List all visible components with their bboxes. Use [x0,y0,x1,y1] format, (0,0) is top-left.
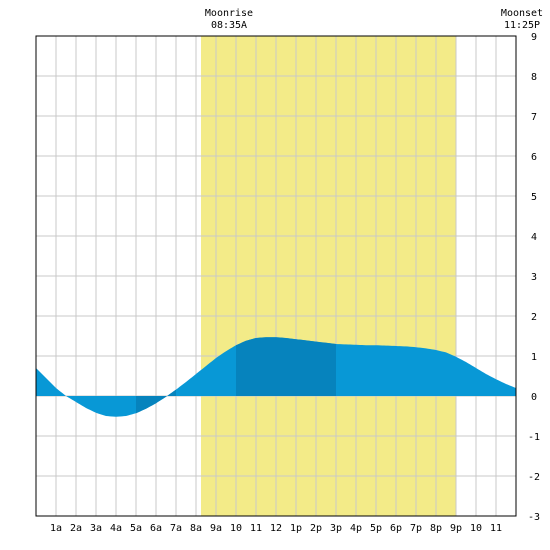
x-tick-label: 1a [50,523,62,534]
y-tick-labels: 9 8 7 6 5 4 3 2 1 0 -1 -2 -3 [528,32,540,523]
x-tick-label: 7p [410,523,422,534]
x-tick-label: 10 [230,523,242,534]
moonrise-label: Moonrise [205,8,253,19]
x-tick-label: 6a [150,523,162,534]
plot-border [35,35,517,517]
x-tick-label: 4p [350,523,362,534]
tide-area-layer [36,337,516,417]
y-tick-label: -2 [528,472,540,483]
x-tick-label: 12 [270,523,282,534]
moonset-label: Moonset [501,8,543,19]
y-tick-label: -1 [528,432,540,443]
y-tick-label: 4 [531,232,537,243]
x-tick-labels: 1a 2a 3a 4a 5a 6a 7a 8a 9a 10 11 12 1p 2p 3p 4p 5p 6p 7p 8p… [50,523,502,534]
x-tick-label: 3p [330,523,342,534]
grid-layer [35,35,517,517]
x-tick-label: 8p [430,523,442,534]
x-tick-label: 9p [450,523,462,534]
x-tick-label: 8a [190,523,202,534]
y-tick-label: -3 [528,512,540,523]
y-tick-label: 2 [531,312,537,323]
x-tick-label: 4a [110,523,122,534]
x-tick-label: 1p [290,523,302,534]
y-tick-label: 8 [531,72,537,83]
x-tick-label: 3a [90,523,102,534]
x-tick-label: 2a [70,523,82,534]
x-tick-label: 2p [310,523,322,534]
x-tick-label: 5p [370,523,382,534]
y-tick-label: 7 [531,112,537,123]
x-tick-label: 11 [490,523,502,534]
moonset-time: 11:25P [504,20,540,31]
x-tick-label: 7a [170,523,182,534]
y-tick-label: 1 [531,352,537,363]
x-tick-label: 5a [130,523,142,534]
x-tick-label: 10 [470,523,482,534]
moonrise-time: 08:35A [211,20,247,31]
tide-area-highlight [236,337,336,396]
y-tick-label: 5 [531,192,537,203]
x-tick-label: 6p [390,523,402,534]
x-tick-label: 11 [250,523,262,534]
y-tick-label: 0 [531,392,537,403]
y-tick-label: 9 [531,32,537,43]
tide-area-highlight [136,389,176,414]
x-tick-label: 9a [210,523,222,534]
y-tick-label: 3 [531,272,537,283]
y-tick-label: 6 [531,152,537,163]
